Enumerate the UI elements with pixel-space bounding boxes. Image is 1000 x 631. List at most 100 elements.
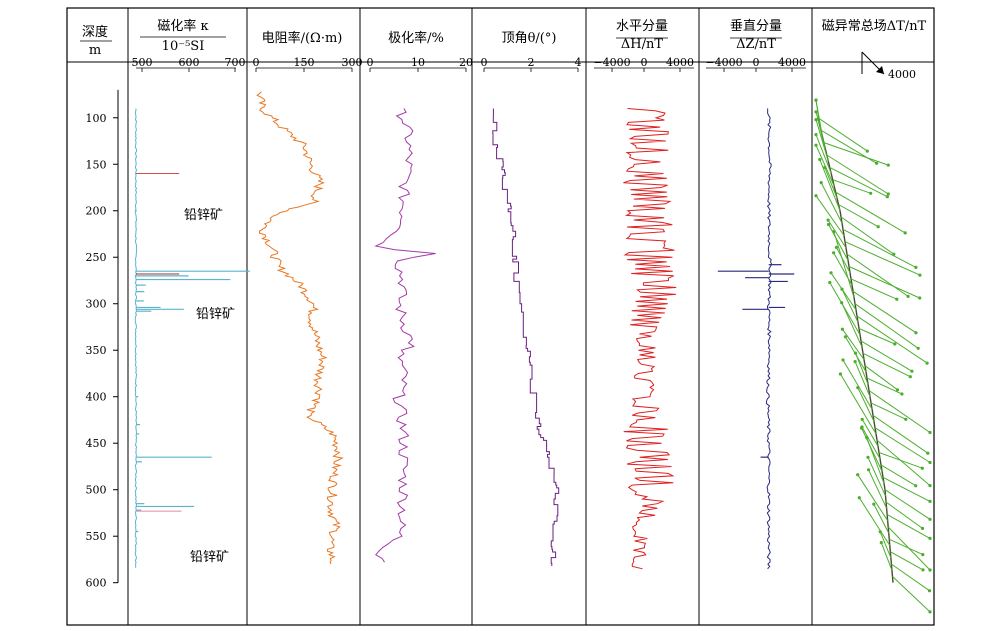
dt-vector (852, 290, 917, 334)
dt-vector (820, 182, 843, 224)
track-frame (66, 7, 935, 626)
dt-vector (885, 501, 923, 529)
dt-vector-tip (856, 386, 860, 390)
dt-vector-tip (814, 133, 818, 137)
polarization-tick-label: 10 (411, 56, 425, 69)
dt-vector (841, 328, 865, 360)
dt-vector-tip (908, 375, 912, 379)
ore-label-1: 铅锌矿 (184, 208, 223, 223)
dt-vector-tip (865, 149, 869, 153)
dt-scale-label: 4000 (888, 68, 916, 81)
dt-vector (819, 159, 841, 211)
dt-vector (857, 474, 889, 521)
ore-label-2: 铅锌矿 (196, 307, 235, 322)
depth-tick-label: 550 (86, 530, 107, 543)
dt-vector-tip (814, 110, 818, 114)
dt-vector (815, 111, 826, 149)
dt-vector (817, 117, 868, 152)
dt-vector-tip (840, 327, 845, 331)
polarization-tick-label: 0 (367, 56, 374, 69)
curves (134, 51, 932, 614)
depth-tick-label: 150 (86, 158, 107, 171)
depth-tick-label: 500 (86, 484, 107, 497)
dt-vector (833, 231, 855, 298)
header-row: 深度 m 磁化率 κ 10⁻⁵SI 电阻率/(Ω·m) 极化率/% 顶角θ/(°… (82, 18, 927, 81)
dt-vector (835, 247, 851, 273)
dt-vector (870, 402, 907, 420)
dt-vector (872, 414, 929, 454)
dt-vector (889, 538, 924, 556)
dt-vector-tip (853, 360, 857, 364)
resistivity-tick-label: 0 (253, 56, 260, 69)
dt-vector (880, 464, 916, 487)
dt-vector (878, 452, 923, 469)
dt-vector (839, 373, 877, 435)
dt-vector-tip (843, 335, 848, 339)
dt-vector-tip (856, 473, 860, 477)
dt-vector-tip (827, 222, 831, 227)
dt-vector-tip (900, 392, 904, 396)
dt-vector-tip (921, 568, 925, 572)
depth-tick-label: 100 (86, 112, 107, 125)
inclination-curve (492, 108, 560, 566)
depth-tick-label: 250 (86, 251, 107, 264)
dt-vector-tip (859, 426, 864, 430)
dt-vector-tip (838, 372, 843, 376)
dt-vector (815, 134, 832, 174)
kappa-tick-label: 500 (132, 56, 153, 69)
dt-vector (860, 340, 913, 372)
dt-vector-tip (895, 388, 900, 392)
dt-vector-tip (867, 468, 871, 472)
dZ-tick-label: 0 (753, 56, 760, 69)
dt-vector (842, 359, 873, 410)
dt-vector (815, 195, 845, 236)
ore-label-3: 铅锌矿 (190, 550, 229, 565)
dt-vector (823, 142, 889, 166)
inclination-tick-label: 4 (575, 56, 582, 69)
dt-vector-tip (814, 118, 818, 122)
dt-vector-tip (869, 191, 873, 195)
dt-vector (855, 352, 869, 385)
dt-vector-tip (819, 181, 823, 185)
dH-tick-label: −4000 (593, 56, 630, 69)
dt-vector-tip (928, 484, 932, 488)
dt-vector-tip (857, 496, 861, 500)
dH-tick-label: 0 (641, 56, 648, 69)
dt-vector-tip (828, 280, 832, 285)
depth-tick-label: 300 (86, 298, 107, 311)
dt-vector (880, 542, 893, 571)
dt-vector-tip (926, 451, 930, 455)
dt-vector (858, 328, 895, 345)
dt-vector (858, 497, 891, 546)
dt-vector-tip (910, 369, 914, 373)
dt-vector (868, 469, 888, 509)
dt-vector-tip (904, 417, 908, 421)
dZ-tick-label: −4000 (705, 56, 742, 69)
dt-vector (891, 563, 930, 592)
dt-vector (824, 167, 838, 199)
dt-vector (866, 437, 885, 484)
dt-vector-tip (914, 331, 918, 335)
dt-vector (882, 476, 931, 502)
dz-unit: ΔZ/nT (736, 37, 776, 52)
dt-vector-tip (832, 230, 836, 234)
dh-unit: ΔH/nT (621, 37, 663, 52)
dt-vector (828, 224, 849, 261)
dt-vector-tip (823, 165, 827, 170)
dt-vector-tip (893, 342, 897, 346)
dt-vector (854, 361, 871, 397)
dt-vector (815, 100, 823, 137)
dt-vector-tip (879, 541, 883, 545)
dt-vector (841, 288, 859, 323)
dh-title: 水平分量 (616, 19, 668, 34)
dt-vector-tip (834, 245, 839, 249)
dt-vector (873, 503, 890, 534)
dt-vector (861, 426, 881, 459)
dt-vector (848, 266, 920, 299)
dt-vector-tip (916, 346, 920, 350)
dt-vector (844, 241, 921, 276)
dt-vector-tip (918, 273, 922, 277)
